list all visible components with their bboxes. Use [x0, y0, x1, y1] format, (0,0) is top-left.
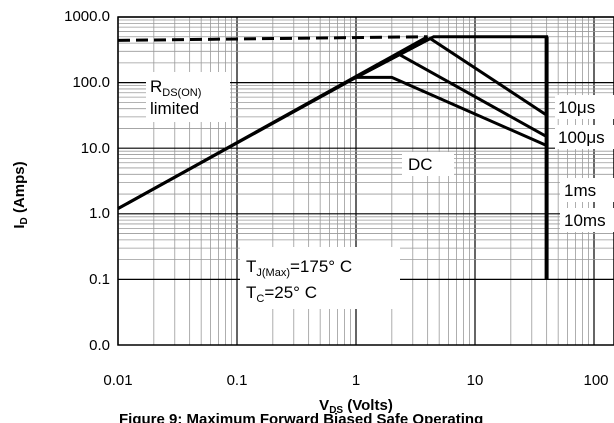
- figure-caption: Figure 9: Maximum Forward Biased Safe Op…: [119, 411, 483, 423]
- y-tick-label: 100.0: [72, 74, 110, 91]
- x-axis-label: VDS (Volts): [319, 397, 393, 416]
- legend-100us: 100μs: [558, 128, 605, 147]
- x-tick-label: 0.01: [103, 372, 132, 389]
- plot-frame: [117, 16, 614, 346]
- y-tick-label: 1000.0: [64, 8, 110, 25]
- series-dashed-limit: [117, 35, 428, 42]
- x-tick-label: 10: [467, 372, 484, 389]
- legend-10us: 10μs: [558, 98, 595, 117]
- rds-label-bg: [146, 72, 230, 122]
- dc-label: DC: [408, 155, 433, 174]
- y-axis-label: ID (Amps): [11, 161, 30, 228]
- y-tick-label: 1.0: [89, 205, 110, 222]
- rds-on-label: RDS(ON): [150, 77, 201, 99]
- y-tick-label: 0.0: [89, 337, 110, 354]
- series-rds-line: [117, 35, 429, 210]
- y-tick-label: 10.0: [81, 140, 110, 157]
- legend-10ms: 10ms: [564, 211, 606, 230]
- dc-label-bg: [402, 152, 454, 176]
- temp-label-bg: [240, 247, 400, 309]
- legend-10ms-bg: [560, 208, 614, 232]
- rds-limited-label: limited: [150, 99, 199, 118]
- x-tick-label: 100: [583, 372, 608, 389]
- series-layer: [117, 35, 549, 280]
- legend-10us-bg: [555, 95, 614, 119]
- y-tick-label: 0.1: [89, 271, 110, 288]
- tc-label: TC=25° C: [246, 283, 317, 305]
- legend-100us-bg: [555, 125, 614, 149]
- x-tick-label: 0.1: [227, 372, 248, 389]
- legend-1ms-bg: [560, 178, 614, 202]
- x-tick-label: 1: [352, 372, 360, 389]
- legend-1ms: 1ms: [564, 181, 596, 200]
- tj-max-label: TJ(Max)=175° C: [246, 257, 352, 279]
